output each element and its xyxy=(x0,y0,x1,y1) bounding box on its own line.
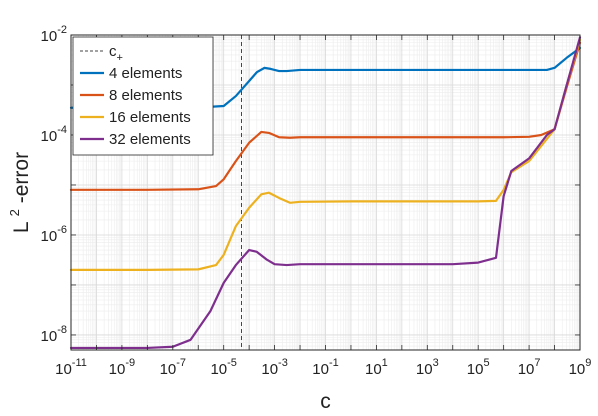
y-tick-label: 10-6 xyxy=(41,224,67,245)
legend-item-2-label: 8 elements xyxy=(109,87,182,104)
x-tick-label: 10-1 xyxy=(312,357,338,378)
x-tick-label: 10-5 xyxy=(210,357,236,378)
series-line-3 xyxy=(69,38,582,272)
x-tick-label: 10-7 xyxy=(160,357,186,378)
legend-item-reference-label: c+ xyxy=(109,43,123,64)
y-axis-label: L 2 -error xyxy=(1,152,33,233)
tick-labels: 10-11 10-9 10-7 10-5 10-3 10-1 101 103 105 107 109… xyxy=(41,24,592,378)
y-tick-label: 10-8 xyxy=(41,324,67,345)
y-tick-label: 10-4 xyxy=(41,124,67,145)
x-tick-label: 105 xyxy=(467,357,490,378)
series-layer xyxy=(69,36,582,350)
series-line-2 xyxy=(69,41,582,191)
series-line-1 xyxy=(69,46,582,109)
grid xyxy=(70,34,581,350)
y-tick-label: 10-2 xyxy=(41,24,67,45)
y-axis-label-suffix: -error xyxy=(10,152,33,203)
x-tick-label: 10-9 xyxy=(109,357,135,378)
y-axis-label-base: L xyxy=(10,222,33,233)
x-axis-label: c xyxy=(320,390,331,413)
x-tick-label: 103 xyxy=(416,357,439,378)
legend-item-1-label: 4 elements xyxy=(109,65,182,82)
x-tick-label: 107 xyxy=(518,357,541,378)
x-tick-label: 10-11 xyxy=(55,357,87,378)
x-tick-label: 101 xyxy=(365,357,388,378)
x-tick-label: 109 xyxy=(569,357,592,378)
x-tick-label: 10-3 xyxy=(261,357,287,378)
legend-item-4-label: 32 elements xyxy=(109,131,191,148)
y-axis-label-exponent: 2 xyxy=(7,209,22,216)
x-axis-label-text: c xyxy=(320,390,331,413)
legend: c+4 elements 8 elements 16 elements 32 elem… xyxy=(72,36,214,156)
series-line-4 xyxy=(69,36,582,350)
legend-item-3-label: 16 elements xyxy=(109,109,191,126)
